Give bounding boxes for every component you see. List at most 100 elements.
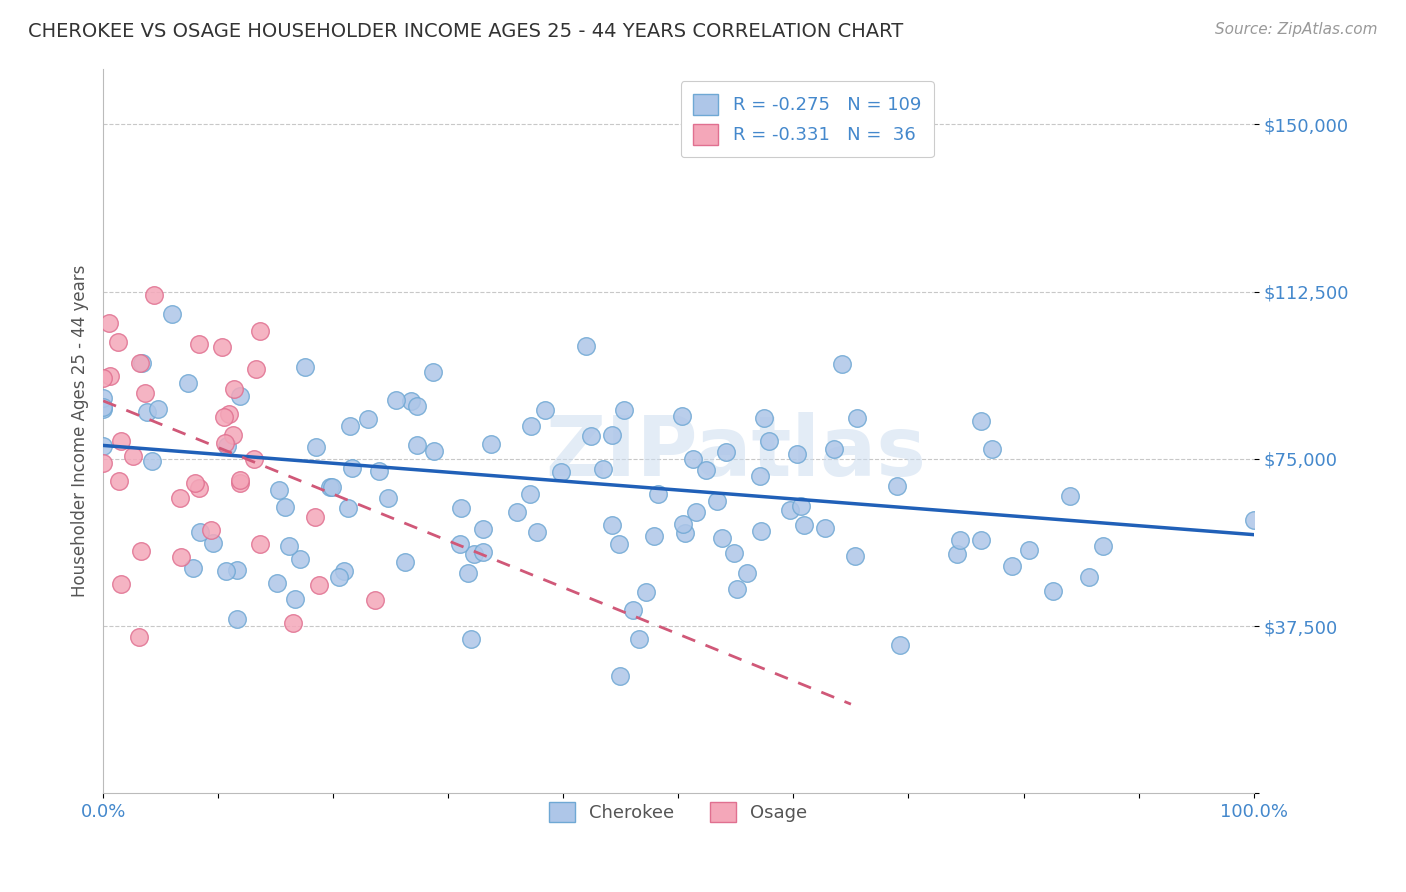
Point xyxy=(169,491,191,505)
Point xyxy=(288,552,311,566)
Point xyxy=(550,466,572,480)
Point xyxy=(122,449,145,463)
Point xyxy=(200,524,222,538)
Point xyxy=(647,487,669,501)
Point xyxy=(609,669,631,683)
Point xyxy=(305,441,328,455)
Point xyxy=(91,391,114,405)
Point xyxy=(91,400,114,414)
Point xyxy=(472,522,495,536)
Point xyxy=(177,376,200,390)
Point xyxy=(1018,542,1040,557)
Point xyxy=(222,382,245,396)
Point xyxy=(377,491,399,505)
Point xyxy=(472,545,495,559)
Point xyxy=(364,592,387,607)
Point xyxy=(612,403,634,417)
Point xyxy=(187,336,209,351)
Point xyxy=(749,524,772,538)
Text: ZIPatlas: ZIPatlas xyxy=(546,412,927,493)
Point xyxy=(201,536,224,550)
Point xyxy=(600,428,623,442)
Point xyxy=(405,438,427,452)
Point xyxy=(399,394,422,409)
Point xyxy=(225,563,247,577)
Point xyxy=(716,445,738,459)
Point xyxy=(814,520,837,534)
Point xyxy=(107,334,129,349)
Point xyxy=(671,409,693,424)
Point xyxy=(790,499,813,513)
Point xyxy=(274,500,297,514)
Point xyxy=(970,533,993,547)
Point xyxy=(831,357,853,371)
Point xyxy=(405,399,427,413)
Point xyxy=(143,288,166,302)
Point xyxy=(520,418,543,433)
Point xyxy=(1001,558,1024,573)
Point xyxy=(779,503,801,517)
Y-axis label: Householder Income Ages 25 - 44 years: Householder Income Ages 25 - 44 years xyxy=(72,265,89,597)
Text: CHEROKEE VS OSAGE HOUSEHOLDER INCOME AGES 25 - 44 YEARS CORRELATION CHART: CHEROKEE VS OSAGE HOUSEHOLDER INCOME AGE… xyxy=(28,22,904,41)
Point xyxy=(479,437,502,451)
Point xyxy=(450,501,472,516)
Point xyxy=(242,451,264,466)
Point xyxy=(91,401,114,416)
Point xyxy=(506,505,529,519)
Point xyxy=(184,476,207,491)
Point xyxy=(340,460,363,475)
Point xyxy=(592,462,614,476)
Point xyxy=(98,368,121,383)
Point xyxy=(423,443,446,458)
Point xyxy=(793,518,815,533)
Point xyxy=(945,547,967,561)
Point xyxy=(643,529,665,543)
Point xyxy=(725,582,748,596)
Point xyxy=(457,566,479,581)
Point xyxy=(148,401,170,416)
Point xyxy=(110,434,132,448)
Point xyxy=(368,464,391,478)
Point xyxy=(1243,513,1265,527)
Point xyxy=(228,475,250,490)
Point xyxy=(463,547,485,561)
Point xyxy=(169,549,191,564)
Point xyxy=(284,592,307,607)
Point xyxy=(321,480,343,494)
Point xyxy=(422,365,444,379)
Point xyxy=(723,546,745,560)
Point xyxy=(394,555,416,569)
Point xyxy=(304,509,326,524)
Point xyxy=(136,405,159,419)
Point xyxy=(217,438,239,452)
Point xyxy=(91,439,114,453)
Point xyxy=(308,578,330,592)
Point xyxy=(846,411,869,425)
Point xyxy=(519,487,541,501)
Point xyxy=(221,427,243,442)
Point xyxy=(758,434,780,449)
Point xyxy=(249,324,271,338)
Point xyxy=(339,419,361,434)
Point xyxy=(131,356,153,370)
Point xyxy=(581,429,603,443)
Point xyxy=(187,481,209,495)
Point xyxy=(969,414,991,428)
Point xyxy=(685,505,707,519)
Point xyxy=(328,570,350,584)
Point xyxy=(333,564,356,578)
Point xyxy=(575,339,598,353)
Text: Source: ZipAtlas.com: Source: ZipAtlas.com xyxy=(1215,22,1378,37)
Point xyxy=(229,390,252,404)
Point xyxy=(91,456,114,470)
Point xyxy=(754,410,776,425)
Point xyxy=(695,463,717,477)
Point xyxy=(277,539,299,553)
Point xyxy=(385,393,408,408)
Point xyxy=(218,407,240,421)
Point xyxy=(107,475,129,489)
Point xyxy=(129,543,152,558)
Point xyxy=(129,356,152,370)
Point xyxy=(245,362,267,376)
Point xyxy=(249,537,271,551)
